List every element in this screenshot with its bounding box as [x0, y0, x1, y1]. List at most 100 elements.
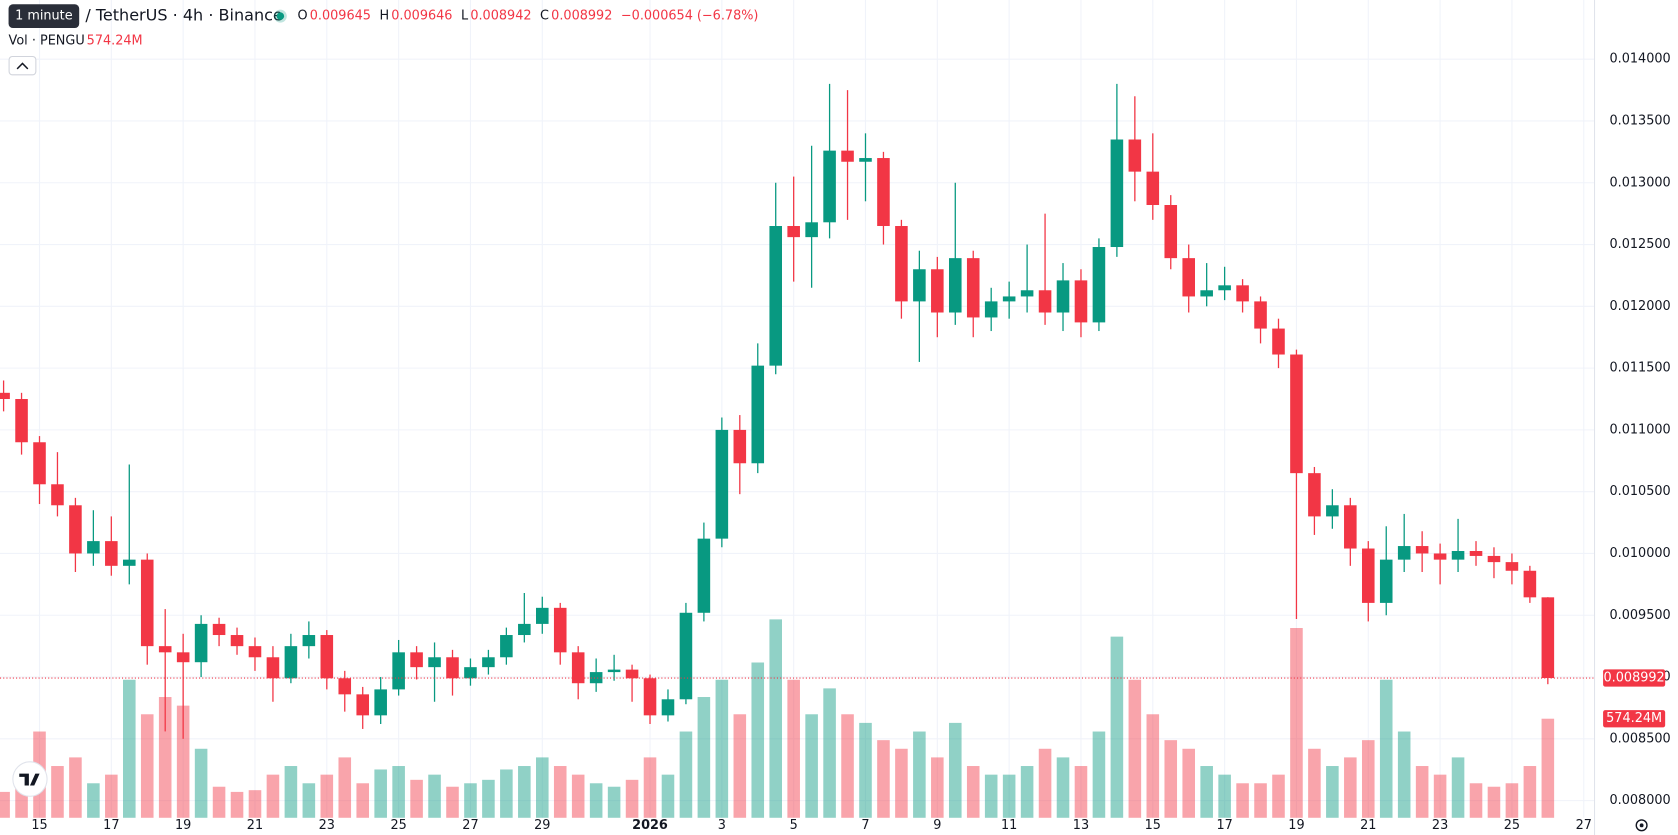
- header: U / TetherUS · 4h · Binance 1 minute Vol…: [8, 4, 758, 76]
- candle-body: [535, 607, 549, 624]
- x-tick-label: 9: [933, 818, 941, 833]
- candle-body: [464, 667, 477, 679]
- candle-body: [1092, 247, 1106, 323]
- volume-bar: [1056, 757, 1070, 818]
- y-tick-label: 0.013000: [1610, 175, 1671, 190]
- candle-body: [1487, 555, 1501, 563]
- candle-body: [1469, 550, 1483, 556]
- volume-bar: [895, 748, 908, 818]
- volume-bar: [338, 757, 352, 818]
- volume-bar: [931, 757, 944, 818]
- candle-body: [589, 672, 603, 684]
- volume-bar: [1200, 766, 1213, 818]
- collapse-icon: [16, 62, 29, 70]
- volume-bar: [0, 791, 10, 818]
- candle-body: [338, 678, 352, 695]
- collapse-button[interactable]: [8, 55, 37, 76]
- volume-bar: [1110, 636, 1124, 818]
- x-tick-label: 17: [1216, 818, 1232, 833]
- settings-button[interactable]: [1635, 819, 1648, 832]
- volume-bar: [607, 786, 621, 818]
- volume-bar: [715, 679, 729, 818]
- volume-bar: [877, 740, 890, 818]
- volume-title: Vol · PENGU: [9, 33, 85, 48]
- volume-bar: [823, 688, 836, 818]
- volume-bar: [1092, 731, 1106, 818]
- candle-body: [697, 538, 711, 613]
- volume-bar: [661, 774, 675, 818]
- volume-bar: [428, 774, 441, 818]
- volume-bar: [1379, 679, 1393, 818]
- volume-bar: [518, 766, 531, 818]
- y-tick-label: 0.011500: [1610, 361, 1671, 376]
- volume-bar: [1020, 766, 1034, 818]
- candle-body: [661, 699, 675, 716]
- volume-bar: [302, 783, 316, 818]
- volume-pane: [0, 619, 1555, 818]
- candle-body: [87, 541, 100, 554]
- x-tick-label: 15: [31, 818, 47, 833]
- volume-bar: [1469, 783, 1483, 818]
- volume-bar: [859, 722, 872, 818]
- volume-bar: [643, 757, 657, 818]
- volume-bar: [1074, 766, 1088, 818]
- candle-body: [1523, 570, 1537, 598]
- volume-bar: [733, 714, 747, 818]
- volume-bar: [105, 774, 118, 818]
- volume-tag-text: 574.24M: [1606, 711, 1662, 726]
- price-tag: [1603, 669, 1666, 687]
- candle-body: [212, 623, 226, 636]
- volume-bar: [1433, 774, 1447, 818]
- x-tick-label: 21: [1360, 818, 1376, 833]
- y-tick-label: 0.009500: [1610, 608, 1671, 623]
- tooltip-text: 1 minute: [15, 9, 73, 24]
- volume-bar: [69, 757, 82, 818]
- y-tick-label: 0.014000: [1610, 52, 1671, 67]
- candle-body: [895, 226, 908, 302]
- volume-bar: [1002, 774, 1016, 818]
- candle-body: [859, 158, 872, 162]
- volume-bar: [553, 766, 567, 818]
- volume-bar: [1308, 748, 1321, 818]
- volume-bar: [1541, 718, 1555, 818]
- volume-bar: [482, 779, 495, 818]
- volume-bar: [266, 774, 280, 818]
- candle-body: [1290, 354, 1303, 474]
- volume-bar: [1290, 628, 1303, 818]
- volume-bar: [392, 766, 405, 818]
- candle-body: [140, 559, 154, 647]
- candle-body: [823, 150, 836, 223]
- candle-body: [374, 689, 387, 716]
- volume-bar: [1182, 748, 1195, 818]
- candle-body: [392, 652, 405, 690]
- candle-body: [1236, 285, 1249, 302]
- volume-tag: [1603, 710, 1666, 728]
- candle-body: [751, 365, 765, 464]
- volume-bar: [697, 697, 711, 818]
- y-tick-label: 0.008000: [1610, 793, 1671, 808]
- volume-bar: [805, 714, 818, 818]
- x-tick-label: 19: [175, 818, 191, 833]
- candle-body: [176, 652, 190, 663]
- candle-body: [482, 657, 495, 668]
- candle-body: [1218, 285, 1231, 291]
- volume-bar: [284, 766, 298, 818]
- candle-body: [1020, 290, 1034, 297]
- volume-bar: [320, 774, 334, 818]
- volume-bar: [751, 662, 765, 818]
- candle-body: [1038, 290, 1052, 313]
- candle-body: [1182, 258, 1195, 297]
- volume-bar: [1164, 740, 1178, 818]
- candle-body: [1272, 328, 1285, 355]
- ohlc-value: 0.008942: [470, 9, 531, 24]
- volume-bar: [87, 783, 100, 818]
- ohlc-key: O: [298, 9, 308, 24]
- candle-body: [679, 612, 693, 700]
- candle-body: [931, 269, 944, 313]
- candle-body: [1361, 548, 1375, 603]
- ohlc-key: H: [379, 9, 389, 24]
- volume-bar: [194, 748, 208, 818]
- volume-bar: [841, 714, 854, 818]
- candle-body: [500, 635, 513, 658]
